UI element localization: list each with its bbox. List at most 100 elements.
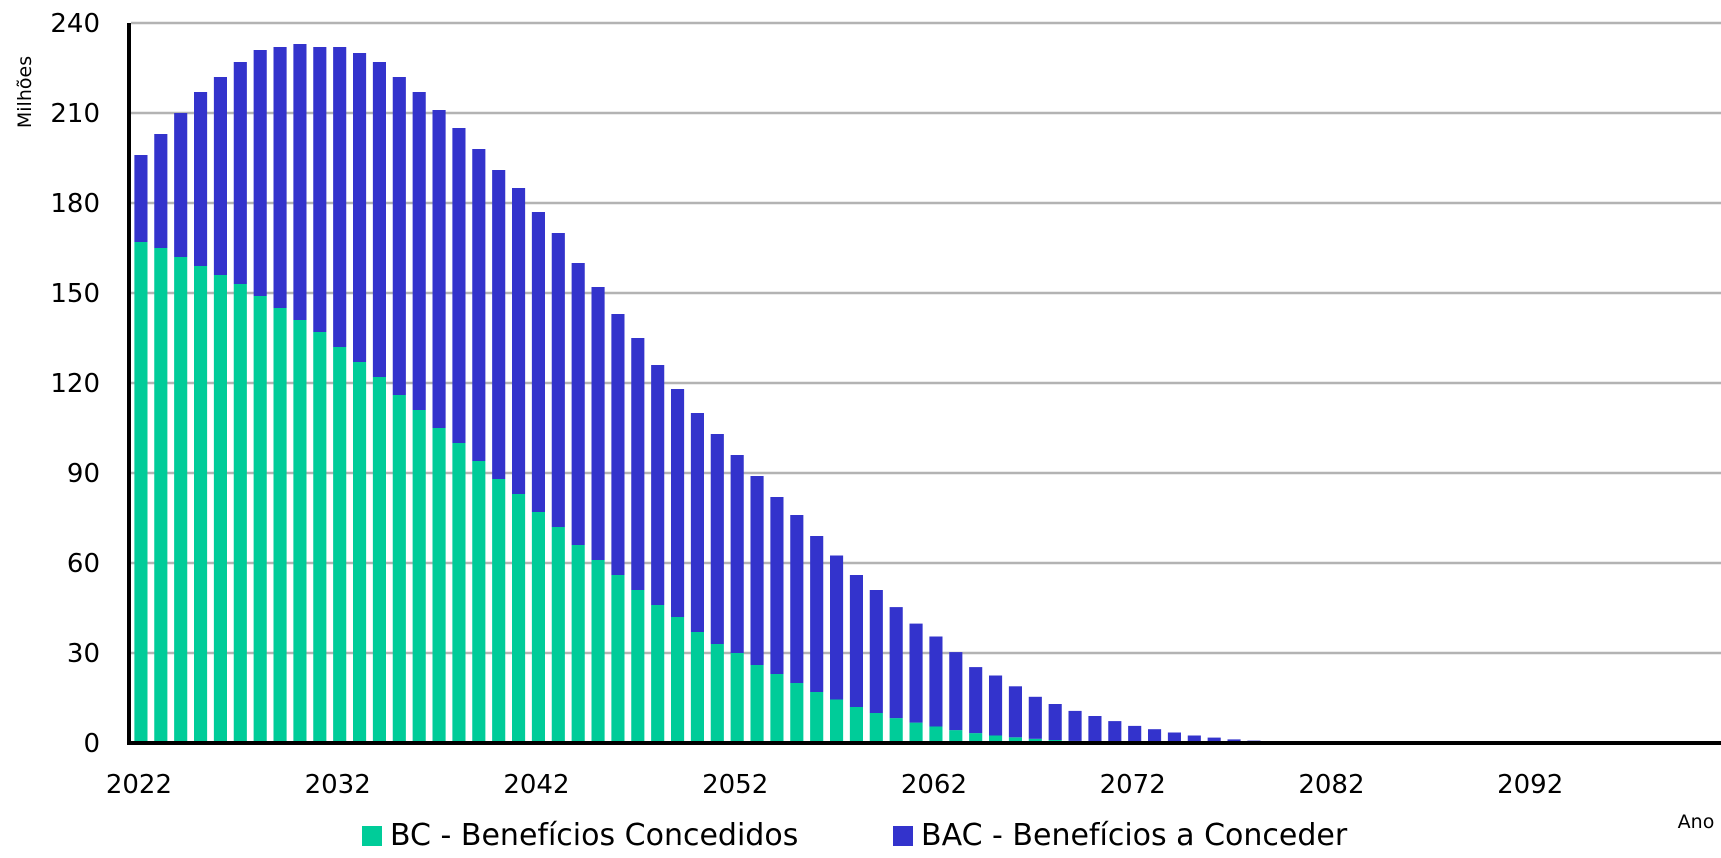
bar-bac — [551, 233, 565, 527]
bar-bc — [969, 733, 983, 743]
bar-bc — [134, 242, 148, 743]
bar-bc — [889, 718, 903, 743]
bar-bc — [452, 443, 466, 743]
legend-label-bac: BAC - Benefícios a Conceder — [921, 818, 1348, 853]
bar-bac — [949, 652, 963, 731]
bar-bc — [1008, 737, 1022, 743]
x-tick-label: 2062 — [901, 770, 967, 800]
bar-bac — [1108, 721, 1122, 743]
bar-bac — [213, 77, 227, 275]
y-tick-label: 30 — [67, 639, 100, 669]
y-tick-label: 240 — [50, 9, 100, 39]
x-tick-label: 2022 — [106, 770, 172, 800]
bar-bac — [194, 92, 208, 266]
legend: BC - Benefícios Concedidos BAC - Benefíc… — [0, 818, 1721, 858]
bar-bc — [353, 362, 367, 743]
bar-bc — [372, 377, 386, 743]
bar-bc — [174, 257, 188, 743]
bar-bc — [512, 494, 526, 743]
bar-bac — [929, 636, 943, 727]
bar-bac — [174, 113, 188, 257]
bar-bac — [273, 47, 287, 308]
bar-bac — [810, 536, 824, 692]
bar-bac — [392, 77, 406, 395]
bar-bac — [492, 170, 506, 479]
legend-label-bc: BC - Benefícios Concedidos — [390, 818, 799, 853]
bar-bac — [1187, 735, 1201, 743]
bar-bac — [830, 555, 844, 700]
bar-bac — [1148, 729, 1162, 743]
gridlines — [131, 21, 1721, 655]
bar-bac — [750, 476, 764, 665]
bar-bac — [591, 287, 605, 560]
bar-bac — [869, 590, 883, 713]
bar-bac — [432, 110, 446, 428]
bar-bac — [671, 389, 685, 617]
bar-bc — [750, 665, 764, 743]
bar-bac — [313, 47, 327, 332]
bar-bc — [273, 308, 287, 743]
bar-bc — [770, 674, 784, 743]
bar-bc — [810, 692, 824, 743]
legend-item-bc: BC - Benefícios Concedidos — [362, 818, 798, 853]
bar-bac — [134, 155, 148, 242]
bar-bc — [571, 545, 585, 743]
axes — [127, 23, 1721, 745]
bar-bc — [472, 461, 486, 743]
bar-bac — [1028, 696, 1042, 739]
bar-bc — [293, 320, 307, 743]
bar-bc — [392, 395, 406, 743]
bar-bac — [571, 263, 585, 545]
bar-bac — [1008, 686, 1022, 738]
bar-bc — [690, 632, 704, 743]
y-axis-title: Milhões — [14, 56, 36, 128]
bar-bac — [1048, 704, 1062, 740]
bar-bc — [989, 735, 1003, 743]
bar-bc — [233, 284, 247, 743]
x-tick-label: 2072 — [1100, 770, 1166, 800]
x-tick-label: 2052 — [702, 770, 768, 800]
bar-bac — [1167, 732, 1181, 743]
bar-bac — [889, 607, 903, 719]
y-tick-label: 210 — [50, 99, 100, 129]
bars — [134, 44, 1340, 743]
bar-bac — [770, 497, 784, 674]
bar-bac — [293, 44, 307, 320]
tick-labels: 0 30 60 90 120 150 180 210 240 2022 2032 2042 2052 20… — [50, 9, 1563, 800]
bar-bac — [531, 212, 545, 512]
bar-bc — [333, 347, 347, 743]
bar-bc — [154, 248, 168, 743]
legend-swatch-bc — [362, 825, 382, 846]
bar-bc — [412, 410, 426, 743]
y-tick-label: 180 — [50, 189, 100, 219]
bar-bac — [154, 134, 168, 248]
bar-bac — [372, 62, 386, 377]
bar-bc — [671, 617, 685, 743]
x-tick-label: 2092 — [1497, 770, 1563, 800]
bar-bc — [313, 332, 327, 743]
x-tick-label: 2042 — [503, 770, 569, 800]
x-tick-label: 2032 — [305, 770, 371, 800]
bar-bac — [909, 623, 923, 723]
bar-bc — [253, 296, 267, 743]
legend-item-bac: BAC - Benefícios a Conceder — [893, 818, 1347, 853]
bar-bac — [631, 338, 645, 590]
bar-bc — [929, 726, 943, 743]
bar-bac — [512, 188, 526, 494]
bar-bac — [849, 575, 863, 707]
bar-bc — [492, 479, 506, 743]
bar-bc — [631, 590, 645, 743]
bar-bc — [1028, 738, 1042, 743]
bar-bc — [611, 575, 625, 743]
x-tick-label: 2082 — [1298, 770, 1364, 800]
bar-bac — [412, 92, 426, 410]
bar-bc — [909, 722, 923, 743]
bar-bc — [213, 275, 227, 743]
bar-bc — [849, 707, 863, 743]
bar-bac — [710, 434, 724, 644]
bar-bc — [730, 653, 744, 743]
y-tick-label: 120 — [50, 369, 100, 399]
bar-bc — [949, 730, 963, 743]
bar-bc — [194, 266, 208, 743]
